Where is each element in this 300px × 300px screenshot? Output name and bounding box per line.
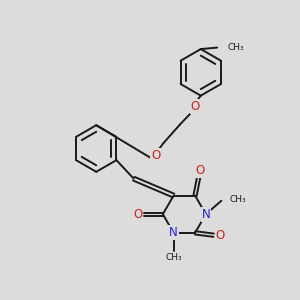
- Text: O: O: [133, 208, 142, 221]
- Text: O: O: [215, 229, 225, 242]
- Text: N: N: [202, 208, 210, 221]
- Text: O: O: [196, 164, 205, 177]
- Text: O: O: [191, 100, 200, 112]
- Text: CH₃: CH₃: [165, 254, 182, 262]
- Text: CH₃: CH₃: [230, 195, 246, 204]
- Text: O: O: [151, 149, 160, 162]
- Text: N: N: [169, 226, 178, 239]
- Text: CH₃: CH₃: [228, 43, 244, 52]
